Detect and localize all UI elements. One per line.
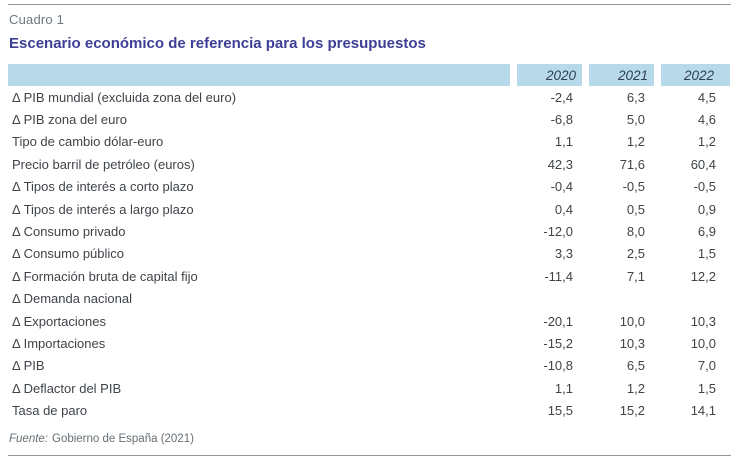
row-value-2022: 4,5 (697, 89, 716, 105)
row-value-2020: 3,3 (554, 246, 573, 262)
header-year-2021: 2021 (589, 64, 654, 86)
row-value-2021: 1,2 (626, 380, 645, 396)
table-row: Δ Formación bruta de capital fijo -11,4 … (8, 265, 731, 287)
row-label: Δ Importaciones (12, 335, 106, 351)
row-value-2021: 10,3 (619, 335, 645, 351)
row-label: Δ Consumo privado (12, 224, 126, 240)
row-value-2022: -0,5 (693, 179, 716, 195)
row-value-2022: 12,2 (690, 268, 716, 284)
row-label: Δ Tipos de interés a largo plazo (12, 201, 194, 217)
row-value-2021: 15,2 (619, 403, 645, 419)
row-value-2021: -0,5 (622, 179, 645, 195)
table-row: Δ Importaciones -15,2 10,3 10,0 (8, 332, 731, 354)
top-rule (8, 4, 731, 5)
row-label: Δ Exportaciones (12, 313, 106, 329)
table-row: Δ PIB mundial (excluida zona del euro) -… (8, 86, 731, 108)
row-value-2022: 10,3 (690, 313, 716, 329)
row-value-2021: 8,0 (626, 224, 645, 240)
row-value-2020: -15,2 (543, 335, 573, 351)
row-value-2020: 0,4 (554, 201, 573, 217)
table-row: Δ Deflactor del PIB 1,1 1,2 1,5 (8, 377, 731, 399)
table-row: Δ Consumo privado -12,0 8,0 6,9 (8, 220, 731, 242)
table-title: Escenario económico de referencia para l… (9, 35, 426, 52)
row-value-2020: 1,1 (554, 134, 573, 150)
row-value-2022: 1,5 (697, 380, 716, 396)
source-prefix: Fuente: (9, 432, 48, 445)
row-label: Δ Demanda nacional (12, 291, 132, 307)
row-value-2020: -20,1 (543, 313, 573, 329)
row-value-2020: -6,8 (550, 112, 573, 128)
row-value-2022: 4,6 (697, 112, 716, 128)
row-value-2021: 7,1 (626, 268, 645, 284)
table-row: Δ PIB -10,8 6,5 7,0 (8, 355, 731, 377)
row-value-2022: 60,4 (690, 156, 716, 172)
bottom-rule (8, 454, 731, 456)
header-year-2020: 2020 (517, 64, 582, 86)
table-row: Δ Consumo público 3,3 2,5 1,5 (8, 243, 731, 265)
table-row: Δ Tipos de interés a corto plazo -0,4 -0… (8, 176, 731, 198)
row-value-2021: 71,6 (619, 156, 645, 172)
table-row: Tasa de paro 15,5 15,2 14,1 (8, 399, 731, 421)
row-value-2021: 1,2 (626, 134, 645, 150)
row-value-2022: 10,0 (690, 335, 716, 351)
row-value-2020: -0,4 (550, 179, 573, 195)
row-value-2020: 42,3 (547, 156, 573, 172)
row-value-2020: -11,4 (544, 268, 573, 284)
reference-scenario-table: 2020 2021 2022 Δ PIB mundial (excluida z… (8, 64, 731, 422)
row-label: Tipo de cambio dólar-euro (12, 134, 164, 150)
table-header-row: 2020 2021 2022 (8, 64, 731, 86)
table-row: Δ Exportaciones -20,1 10,0 10,3 (8, 310, 731, 332)
header-year-2022: 2022 (661, 64, 730, 86)
row-value-2020: -10,8 (543, 358, 573, 374)
table-row: Δ Tipos de interés a largo plazo 0,4 0,5… (8, 198, 731, 220)
page: { "header": { "kicker": "Cuadro 1", "tit… (0, 4, 739, 464)
source-note: Fuente: Gobierno de España (2021) (9, 432, 739, 447)
row-value-2022: 1,2 (697, 134, 716, 150)
row-value-2020: -2,4 (550, 89, 573, 105)
row-value-2022: 1,5 (697, 246, 716, 262)
row-label: Δ Tipos de interés a corto plazo (12, 179, 194, 195)
row-label: Precio barril de petróleo (euros) (12, 156, 195, 172)
row-value-2022: 14,1 (690, 403, 716, 419)
row-value-2021: 6,5 (626, 358, 645, 374)
table-row: Δ Demanda nacional (8, 288, 731, 310)
header-empty-cell (8, 64, 510, 86)
table-row: Tipo de cambio dólar-euro 1,1 1,2 1,2 (8, 131, 731, 153)
row-label: Δ Formación bruta de capital fijo (12, 268, 198, 284)
table-row: Δ PIB zona del euro -6,8 5,0 4,6 (8, 108, 731, 130)
row-value-2022: 7,0 (697, 358, 716, 374)
row-label: Δ Consumo público (12, 246, 125, 262)
row-value-2021: 0,5 (626, 201, 645, 217)
row-value-2021: 2,5 (626, 246, 645, 262)
table-body: Δ PIB mundial (excluida zona del euro) -… (8, 86, 731, 422)
source-text: Gobierno de España (2021) (52, 432, 194, 445)
row-label: Δ PIB (12, 358, 45, 374)
row-value-2022: 6,9 (697, 224, 716, 240)
row-label: Δ Deflactor del PIB (12, 380, 122, 396)
row-label: Tasa de paro (12, 403, 88, 419)
row-value-2021: 10,0 (619, 313, 645, 329)
row-value-2021: 6,3 (626, 89, 645, 105)
table-row: Precio barril de petróleo (euros) 42,3 7… (8, 153, 731, 175)
row-label: Δ PIB zona del euro (12, 112, 127, 128)
row-value-2020: 15,5 (547, 403, 573, 419)
table-kicker: Cuadro 1 (9, 12, 65, 27)
row-value-2022: 0,9 (697, 201, 716, 217)
row-value-2020: 1,1 (554, 380, 573, 396)
row-label: Δ PIB mundial (excluida zona del euro) (12, 89, 237, 105)
row-value-2020: -12,0 (543, 224, 573, 240)
row-value-2021: 5,0 (626, 112, 645, 128)
